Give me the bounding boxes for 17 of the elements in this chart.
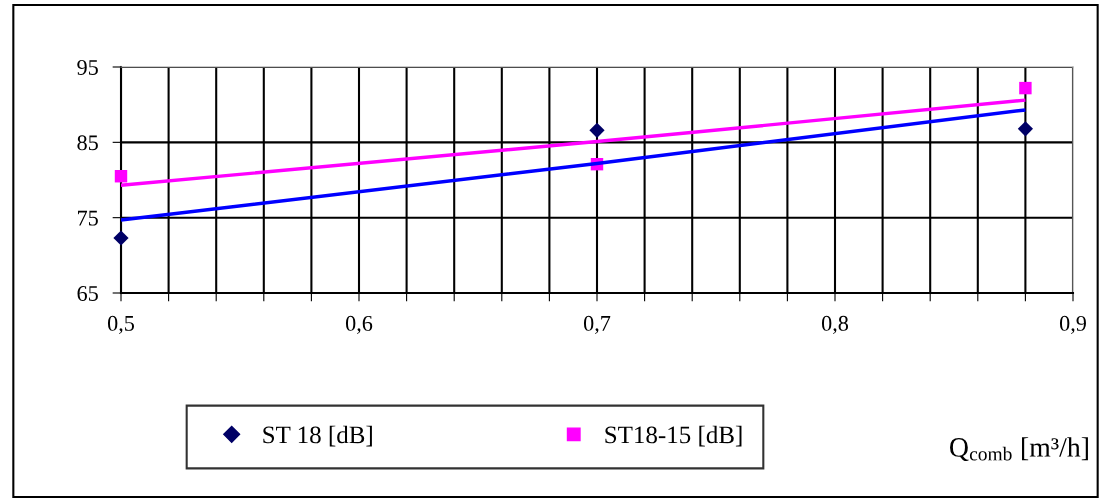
point <box>589 122 605 138</box>
x-axis-title: Q$_{comb}$ [m³/h] <box>950 437 1088 462</box>
y-tick-label: 75 <box>78 210 98 226</box>
x-tick-label: 0,9 <box>1059 315 1086 335</box>
point <box>1019 81 1032 95</box>
point <box>114 170 128 183</box>
y-tick-label: 65 <box>77 285 98 301</box>
point <box>113 230 129 246</box>
x-tick-label: 0,8 <box>821 315 849 335</box>
y-tick-label: 95 <box>77 59 98 75</box>
legend-label: ST18-15 [dB] <box>605 425 742 447</box>
x-tick-label: 0,6 <box>345 315 373 335</box>
x-tick-label: 0,7 <box>583 315 611 335</box>
legend-label: ST 18 [dB] <box>263 425 372 447</box>
y-tick-label: 85 <box>77 135 98 151</box>
point <box>1017 121 1034 137</box>
x-tick-label: 0,5 <box>107 315 135 335</box>
